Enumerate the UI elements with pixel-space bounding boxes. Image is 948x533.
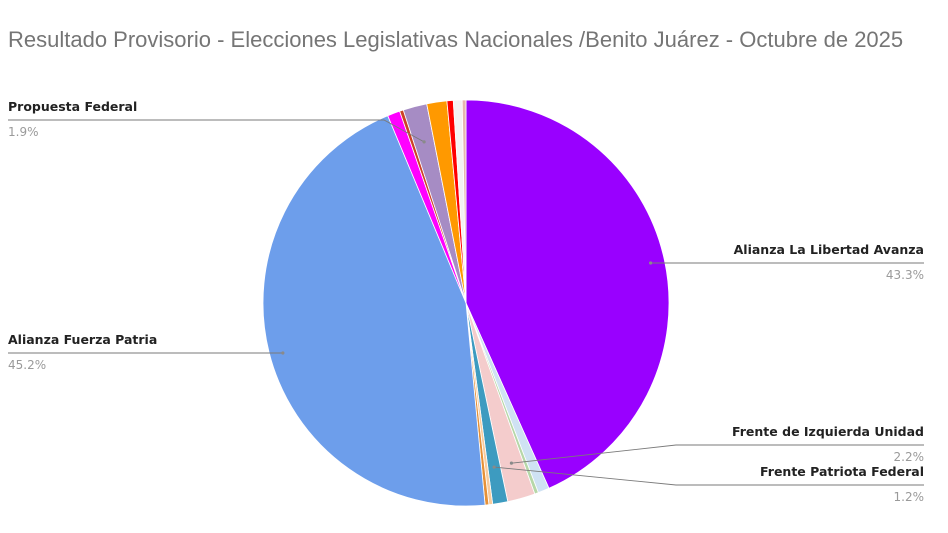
slice-percent-label: 43.3% <box>886 268 924 282</box>
leader-line <box>511 444 924 464</box>
pie-slices <box>262 99 670 507</box>
leader-dot <box>422 140 426 144</box>
chart-title: Resultado Provisorio - Elecciones Legisl… <box>8 27 904 52</box>
pie-slice-alianza-fuerza-patria <box>262 115 486 507</box>
slice-labels: Alianza La Libertad Avanza 43.3% Frente de… <box>8 99 924 504</box>
pie-slice-14 <box>461 99 467 304</box>
slice-percent-label: 45.2% <box>8 358 46 372</box>
leader-dot <box>509 461 514 465</box>
pie-slice-alianza-la-libertad-avanza <box>465 99 670 489</box>
slice-label: Propuesta Federal <box>8 99 137 114</box>
slice-label: Frente de Izquierda Unidad <box>732 424 924 439</box>
slice-label: Frente Patriota Federal <box>760 464 924 479</box>
slice-percent-label: 1.2% <box>894 490 925 504</box>
slice-percent-label: 1.9% <box>8 125 39 139</box>
leader-dot <box>649 261 653 265</box>
leader-dot <box>281 351 285 355</box>
leader-line <box>8 119 425 143</box>
leader-dot <box>492 465 496 469</box>
slice-label: Alianza Fuerza Patria <box>8 332 157 347</box>
slice-label: Alianza La Libertad Avanza <box>734 242 924 257</box>
leader-line <box>494 466 924 486</box>
slice-percent-label: 2.2% <box>894 450 925 464</box>
